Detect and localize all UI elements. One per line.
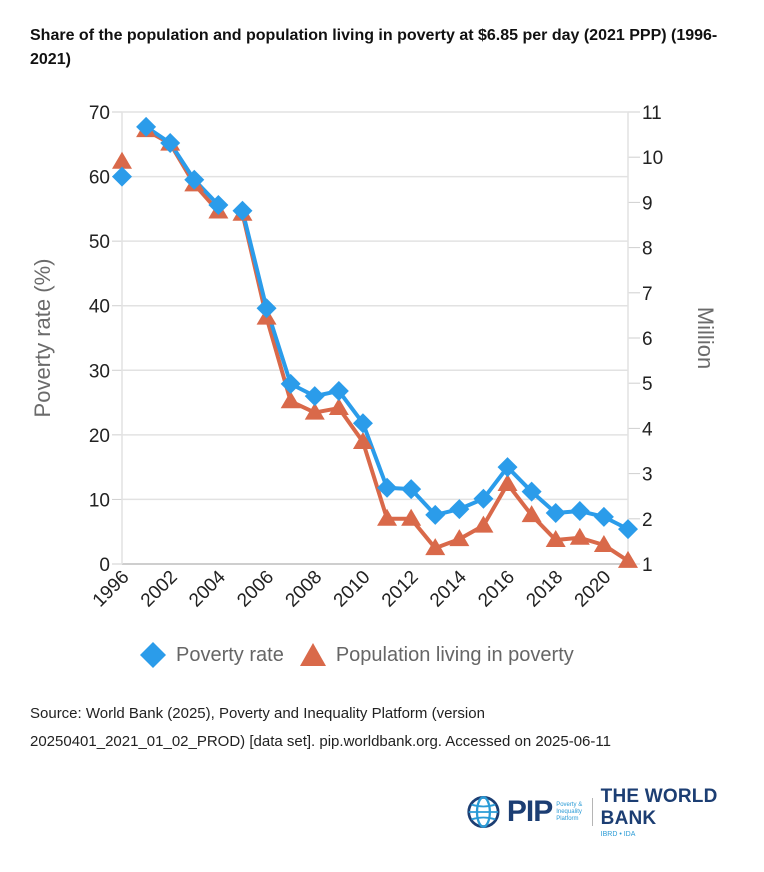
y2-tick-label: 11 [642,103,662,124]
world-bank-logo-subtitle: IBRD • IDA [600,831,636,838]
data-point-population [593,535,614,553]
data-point-population [425,538,446,556]
data-point-population [401,508,422,526]
data-point-poverty-rate [280,373,301,394]
data-point-poverty-rate [160,132,181,153]
poverty-chart: 0 10 20 30 40 50 60 70 1 2 3 4 5 6 7 8 9 10 11 1996 2002 2004… [30,103,718,612]
data-point-poverty-rate [521,481,542,502]
triangle-icon [299,643,326,666]
legend-item-poverty-rate[interactable]: Poverty rate [138,640,284,670]
source-note: Source: World Bank (2025), Poverty and I… [30,700,750,756]
data-point-population [352,431,373,449]
chart-title: Share of the population and population l… [30,27,718,68]
x-tick-label: 2006 [233,567,278,612]
gridlines [122,111,628,565]
y2-tick-label: 3 [642,465,653,486]
data-point-poverty-rate [497,457,518,478]
x-tick-label: 1996 [89,567,134,612]
legend-label: Population living in poverty [335,643,574,666]
x-tick-label: 2012 [378,567,423,612]
data-point-poverty-rate [401,479,422,500]
y2-tick-label: 10 [642,148,663,169]
x-tick-label: 2016 [474,567,519,612]
data-point-population [328,398,349,416]
pip-logo-subtitle: Poverty & Inequality Platform [556,801,583,822]
data-point-poverty-rate [593,506,614,527]
data-point-poverty-rate [256,298,277,319]
y2-tick-label: 6 [642,329,653,350]
legend-label: Poverty rate [176,643,284,666]
y2-tick-label: 1 [642,555,653,576]
y2-tick-label: 8 [642,239,653,260]
x-tick-label: 2014 [426,566,471,611]
y-tick-label: 60 [89,168,110,189]
data-point-population [449,529,470,547]
logo: PIP Poverty & Inequality Platform THE WO… [466,786,764,838]
series-markers [112,116,638,568]
data-point-poverty-rate [473,488,494,509]
diamond-icon [140,642,166,668]
data-point-population [497,473,518,491]
y2-tick-label: 2 [642,510,653,531]
data-point-population [377,508,398,526]
y2-axis-title: Million [693,307,718,369]
y-tick-label: 20 [89,426,110,447]
y-tick-label: 50 [89,232,110,253]
y-tick-label: 10 [89,490,110,511]
logo-separator [591,798,593,826]
y2-tick-label: 9 [642,193,653,214]
y2-tick-label: 7 [642,284,653,305]
source-line-1: Source: World Bank (2025), Poverty and I… [30,705,485,722]
data-point-poverty-rate [112,166,132,187]
y-tick-label: 0 [99,555,110,576]
y-tick-label: 30 [89,361,110,382]
y-tick-label: 40 [89,297,110,318]
x-tick-label: 2008 [282,567,327,612]
series-line-population [145,128,220,213]
data-point-poverty-rate [545,502,566,523]
x-tick-label: 2018 [523,567,568,612]
data-point-population [304,402,325,420]
data-point-population [521,505,542,523]
x-tick-label: 2020 [571,567,616,612]
data-point-population [569,527,590,545]
x-tick-label: 2010 [330,567,375,612]
data-point-poverty-rate [449,499,470,520]
data-point-poverty-rate [304,386,325,407]
data-point-population [618,550,638,568]
axes [112,111,640,565]
y2-tick-label: 4 [642,419,653,440]
series-line-poverty-rate [144,125,220,207]
source-line-2: 20250401_2021_01_02_PROD) [data set]. pi… [30,733,611,750]
data-point-population [280,391,301,409]
y-tick-label: 70 [89,103,110,124]
data-point-poverty-rate [569,501,590,522]
data-point-poverty-rate [352,413,373,434]
data-point-poverty-rate [136,116,157,137]
world-bank-logo-text: THE WORLD BANK [600,786,718,829]
pip-logo-text: PIP [506,795,553,828]
y-axis-title: Poverty rate (%) [30,259,55,418]
globe-icon [467,795,500,829]
legend-item-population[interactable]: Population living in poverty [298,640,574,670]
data-point-poverty-rate [618,519,638,540]
data-point-poverty-rate [328,380,349,401]
y2-tick-label: 5 [642,374,653,395]
data-point-population [473,515,494,533]
data-point-poverty-rate [377,477,398,498]
data-point-poverty-rate [425,504,446,525]
x-tick-label: 2002 [137,567,182,612]
data-point-poverty-rate [184,169,205,190]
x-tick-label: 2004 [185,566,230,611]
data-point-poverty-rate [208,194,229,215]
data-point-population [112,151,132,169]
legend: Poverty rate Population living in povert… [138,640,588,670]
data-point-population [545,530,566,548]
data-point-poverty-rate [232,200,253,221]
